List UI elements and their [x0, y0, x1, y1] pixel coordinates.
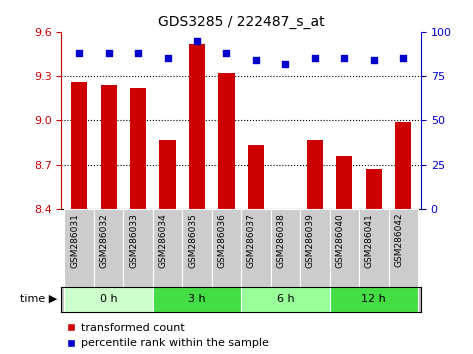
Bar: [71, 82, 88, 209]
FancyBboxPatch shape: [182, 209, 212, 287]
Text: GSM286042: GSM286042: [394, 213, 403, 267]
Point: [164, 56, 171, 61]
Text: GSM286031: GSM286031: [70, 213, 79, 268]
Bar: [248, 145, 264, 209]
Text: GSM286039: GSM286039: [306, 213, 315, 268]
FancyBboxPatch shape: [64, 287, 153, 312]
FancyBboxPatch shape: [94, 209, 123, 287]
Bar: [336, 156, 352, 209]
Point: [134, 50, 142, 56]
Point: [105, 50, 113, 56]
FancyBboxPatch shape: [271, 209, 300, 287]
Title: GDS3285 / 222487_s_at: GDS3285 / 222487_s_at: [158, 16, 324, 29]
Bar: [130, 88, 146, 209]
Point: [281, 61, 289, 67]
Bar: [189, 44, 205, 209]
Point: [223, 50, 230, 56]
Point: [370, 57, 377, 63]
Point: [75, 50, 83, 56]
FancyBboxPatch shape: [241, 209, 271, 287]
Text: GSM286037: GSM286037: [247, 213, 256, 268]
Text: 0 h: 0 h: [100, 294, 117, 304]
Text: GSM286041: GSM286041: [365, 213, 374, 268]
FancyBboxPatch shape: [123, 209, 153, 287]
Text: 3 h: 3 h: [188, 294, 206, 304]
FancyBboxPatch shape: [330, 209, 359, 287]
Point: [252, 57, 260, 63]
FancyBboxPatch shape: [330, 287, 418, 312]
FancyBboxPatch shape: [241, 287, 330, 312]
Text: 6 h: 6 h: [277, 294, 294, 304]
Text: GSM286040: GSM286040: [335, 213, 344, 268]
FancyBboxPatch shape: [388, 209, 418, 287]
Text: GSM286035: GSM286035: [188, 213, 197, 268]
Point: [400, 56, 407, 61]
Text: GSM286032: GSM286032: [100, 213, 109, 268]
Text: time ▶: time ▶: [19, 294, 57, 304]
Bar: [159, 139, 175, 209]
Point: [311, 56, 319, 61]
Text: GSM286038: GSM286038: [276, 213, 285, 268]
Bar: [395, 122, 412, 209]
FancyBboxPatch shape: [300, 209, 330, 287]
Legend: transformed count, percentile rank within the sample: transformed count, percentile rank withi…: [67, 323, 269, 348]
FancyBboxPatch shape: [153, 287, 241, 312]
Bar: [101, 85, 117, 209]
Text: GSM286034: GSM286034: [158, 213, 167, 268]
FancyBboxPatch shape: [64, 209, 94, 287]
FancyBboxPatch shape: [212, 209, 241, 287]
FancyBboxPatch shape: [359, 209, 388, 287]
Bar: [366, 169, 382, 209]
Text: GSM286036: GSM286036: [218, 213, 227, 268]
Bar: [219, 73, 235, 209]
Point: [193, 38, 201, 44]
Text: 12 h: 12 h: [361, 294, 386, 304]
Point: [341, 56, 348, 61]
FancyBboxPatch shape: [153, 209, 182, 287]
Text: GSM286033: GSM286033: [129, 213, 138, 268]
Bar: [307, 139, 323, 209]
